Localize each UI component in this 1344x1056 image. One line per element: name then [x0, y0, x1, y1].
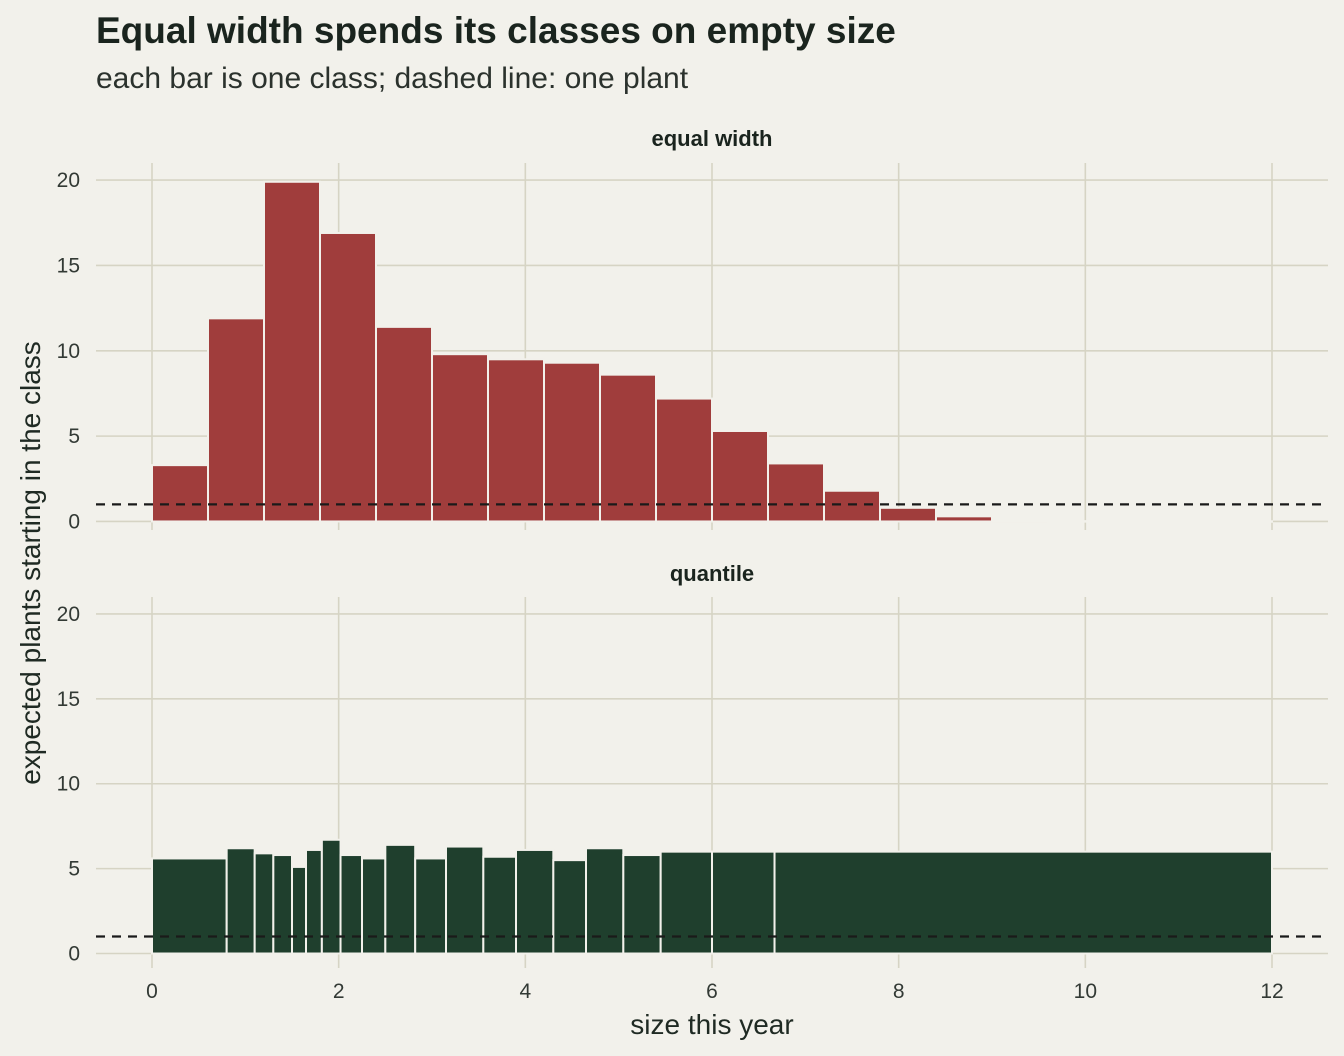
histogram-bar — [1103, 520, 1161, 523]
histogram-bar — [659, 850, 714, 955]
histogram-bar — [482, 855, 518, 955]
histogram-bar — [599, 373, 657, 523]
x-tick-label: 2 — [333, 980, 345, 1003]
x-tick-label: 10 — [1074, 980, 1097, 1003]
chart-subtitle: each bar is one class; dashed line: one … — [96, 62, 689, 95]
x-tick-label: 12 — [1260, 980, 1283, 1003]
y-tick-label: 15 — [57, 688, 80, 711]
x-tick-label: 4 — [519, 980, 531, 1003]
y-tick-label: 20 — [57, 169, 80, 192]
histogram-bar — [305, 848, 323, 955]
histogram-bar — [339, 854, 363, 955]
histogram-bar — [823, 489, 881, 523]
histogram-bar — [552, 859, 587, 955]
histogram-bar — [655, 397, 713, 523]
histogram-bar — [622, 854, 662, 955]
histogram-bar — [291, 865, 307, 955]
y-tick-label: 10 — [57, 773, 80, 796]
x-tick-label: 8 — [893, 980, 905, 1003]
y-tick-label: 15 — [57, 254, 80, 277]
y-tick-label: 20 — [57, 603, 80, 626]
histogram-bar — [225, 847, 256, 955]
histogram-bar — [711, 429, 769, 523]
histogram-bar — [1215, 520, 1273, 523]
y-axis-title: expected plants starting in the class — [15, 341, 46, 785]
panel-label: equal width — [652, 126, 773, 151]
histogram-bar — [515, 848, 555, 955]
panel-label: quantile — [670, 561, 754, 586]
chart-title: Equal width spends its classes on empty … — [96, 10, 896, 51]
y-tick-label: 0 — [68, 943, 80, 966]
histogram-bar — [711, 850, 776, 955]
histogram-bar — [207, 317, 265, 523]
histogram-bar — [487, 358, 545, 523]
histogram-bar — [151, 857, 228, 955]
histogram-bar — [1047, 520, 1105, 523]
y-tick-label: 0 — [68, 510, 80, 533]
histogram-bar — [263, 180, 321, 523]
histogram-bar — [272, 854, 294, 955]
histogram-bar — [773, 850, 1273, 955]
histogram-bar — [319, 231, 377, 523]
histogram-bar — [253, 852, 275, 955]
histogram-bar — [935, 515, 993, 523]
histogram-bar — [431, 353, 489, 523]
histogram-bar — [414, 857, 448, 955]
histogram-bar — [767, 462, 825, 523]
histogram-bar — [585, 847, 625, 955]
x-axis-title: size this year — [630, 1009, 793, 1040]
x-tick-label: 0 — [146, 980, 158, 1003]
x-tick-label: 6 — [706, 980, 718, 1003]
histogram-bar — [151, 464, 209, 523]
y-tick-label: 5 — [68, 858, 80, 881]
histogram-bar — [1159, 520, 1217, 523]
histogram-bar — [543, 361, 601, 523]
y-tick-label: 10 — [57, 340, 80, 363]
histogram-bar — [991, 519, 1049, 523]
y-tick-label: 5 — [68, 425, 80, 448]
histogram-bar — [361, 857, 387, 955]
histogram-bar — [879, 506, 937, 523]
histogram-bar — [375, 325, 433, 523]
